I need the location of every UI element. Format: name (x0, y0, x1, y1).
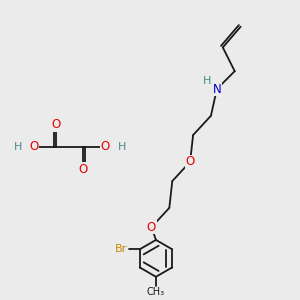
Text: H: H (203, 76, 212, 86)
Text: O: O (101, 140, 110, 154)
Text: N: N (212, 82, 221, 95)
Text: H: H (14, 142, 22, 152)
Text: O: O (147, 221, 156, 234)
Text: H: H (118, 142, 126, 152)
Text: O: O (79, 163, 88, 176)
Text: O: O (29, 140, 39, 154)
Text: O: O (185, 155, 195, 168)
Text: CH₃: CH₃ (147, 287, 165, 297)
Text: O: O (52, 118, 61, 131)
Text: Br: Br (115, 244, 127, 254)
